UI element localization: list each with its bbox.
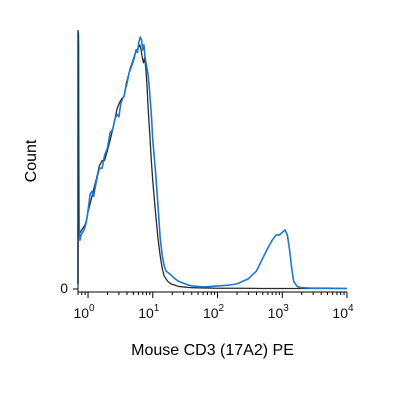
x-axis-title: Mouse CD3 (17A2) PE xyxy=(131,342,294,359)
x-tick-base: 10 xyxy=(332,305,348,321)
x-tick-label: 102 xyxy=(203,303,225,321)
series-line-2 xyxy=(77,31,348,290)
x-tick-exponent: 3 xyxy=(283,303,289,314)
y-tick-label: 0 xyxy=(60,280,68,296)
y-axis-title: Count xyxy=(23,139,40,182)
x-tick-label: 100 xyxy=(73,303,95,321)
axis-layer xyxy=(73,30,348,298)
x-tick-label: 101 xyxy=(138,303,160,321)
x-tick-base: 10 xyxy=(73,305,89,321)
x-tick-base: 10 xyxy=(138,305,154,321)
x-tick-exponent: 4 xyxy=(348,303,354,314)
x-tick-base: 10 xyxy=(268,305,284,321)
x-tick-exponent: 1 xyxy=(154,303,160,314)
x-tick-exponent: 2 xyxy=(219,303,225,314)
x-tick-exponent: 0 xyxy=(89,303,95,314)
series-line-1 xyxy=(78,44,347,290)
series-layer xyxy=(77,31,348,290)
x-tick-base: 10 xyxy=(203,305,219,321)
x-tick-label: 104 xyxy=(332,303,354,321)
x-tick-label: 103 xyxy=(268,303,290,321)
